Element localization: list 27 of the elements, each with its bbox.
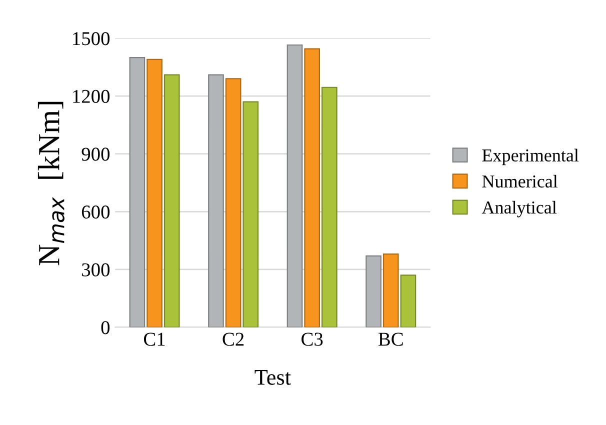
y-tick-label: 1200 xyxy=(73,90,110,103)
legend-label: Numerical xyxy=(482,174,558,188)
y-tick-label: 600 xyxy=(82,205,110,219)
bar xyxy=(225,78,242,328)
bar xyxy=(164,74,180,328)
y-tick-label: 0 xyxy=(101,321,110,334)
x-tick-label: BC xyxy=(378,332,403,346)
bar xyxy=(400,274,416,328)
bar xyxy=(242,101,259,328)
bar xyxy=(366,255,382,328)
x-tick-label: C2 xyxy=(222,332,244,346)
x-axis-title: Test xyxy=(254,370,291,385)
bar xyxy=(129,56,146,328)
bar xyxy=(322,86,338,328)
y-tick-label: 1500 xyxy=(73,32,110,46)
legend-label: Experimental xyxy=(482,148,579,166)
x-tick-label: C1 xyxy=(144,332,165,346)
bar xyxy=(382,253,399,328)
bar xyxy=(304,48,320,328)
legend-label: Analytical xyxy=(482,200,557,218)
y-axis-title: N$_{max}$ [kNm] xyxy=(38,102,64,266)
bar xyxy=(208,74,224,328)
y-tick-label: 300 xyxy=(82,263,110,276)
x-tick-label: C3 xyxy=(302,332,323,346)
y-tick-label: 900 xyxy=(82,148,110,161)
bar xyxy=(146,58,162,328)
bar xyxy=(286,44,303,328)
